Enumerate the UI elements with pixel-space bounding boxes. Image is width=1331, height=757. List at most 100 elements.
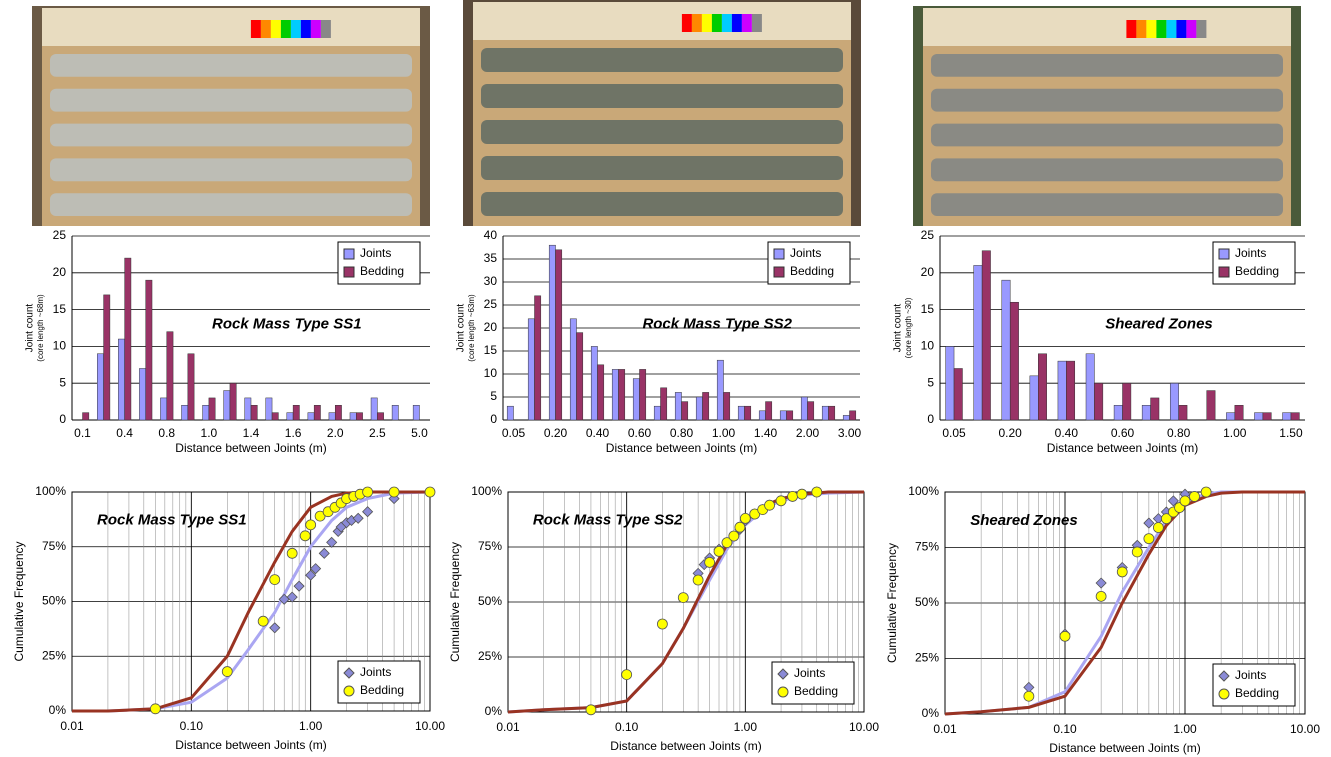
bar — [1254, 412, 1264, 421]
point — [621, 669, 633, 680]
legend-label: Bedding — [360, 264, 404, 278]
color-chart — [711, 14, 722, 32]
core — [50, 158, 412, 182]
y-axis-label: Cumulative Frequency — [885, 543, 899, 663]
bar — [1038, 353, 1047, 421]
point — [1179, 495, 1191, 507]
point — [734, 521, 746, 533]
bar — [1282, 412, 1292, 421]
plot-frame — [507, 491, 865, 713]
legend-swatch — [1218, 266, 1230, 278]
bar — [166, 331, 174, 421]
bar — [1094, 382, 1104, 421]
legend-label: Bedding — [360, 683, 404, 697]
color-chart — [280, 20, 291, 38]
bar — [124, 257, 132, 421]
bar — [1178, 405, 1188, 421]
point — [1200, 486, 1212, 498]
point — [1059, 630, 1071, 642]
x-tick-label: 1.00 — [1223, 426, 1247, 440]
bar — [1169, 382, 1179, 421]
core-photo — [913, 6, 1301, 226]
color-chart — [741, 14, 752, 32]
bar — [1066, 360, 1076, 421]
x-tick-label: 0.01 — [60, 719, 84, 733]
point — [388, 486, 400, 498]
bar — [548, 244, 556, 421]
bar — [555, 249, 563, 421]
x-tick-label: 0.10 — [615, 720, 639, 734]
chart-title: Rock Mass Type SS2 — [533, 512, 683, 529]
x-tick-label: 1.00 — [712, 426, 736, 440]
y-axis-sublabel: (core length ~63m) — [467, 294, 476, 362]
bar — [391, 405, 399, 421]
y-axis-label: Cumulative Frequency — [448, 542, 462, 662]
bar — [187, 353, 195, 421]
y-tick-label: 50% — [42, 594, 66, 608]
bar — [590, 346, 598, 421]
color-chart — [300, 20, 311, 38]
core — [481, 120, 843, 144]
point — [293, 580, 305, 592]
x-axis-label: Distance between Joints (m) — [606, 441, 757, 455]
y-axis-sublabel: (core length ~68m) — [36, 294, 45, 362]
legend-swatch — [777, 668, 789, 680]
point — [811, 486, 823, 498]
legend-label: Joints — [360, 246, 391, 260]
bar — [1234, 405, 1244, 421]
x-tick-label: 2.00 — [796, 426, 820, 440]
point — [352, 512, 364, 524]
color-chart — [731, 14, 742, 32]
color-chart — [310, 20, 321, 38]
x-tick-label: 0.60 — [628, 426, 652, 440]
y-tick-label: 10 — [921, 339, 935, 353]
legend-swatch — [1218, 670, 1230, 682]
color-chart — [260, 20, 271, 38]
legend-swatch — [1218, 248, 1230, 260]
bar — [576, 332, 584, 421]
core — [481, 84, 843, 108]
chart: 0 5 10 15 20 25 30 35 40 Distance between Joints … — [456, 228, 862, 455]
y-tick-label: 25 — [484, 297, 498, 311]
color-chart — [270, 20, 281, 38]
point — [1143, 517, 1155, 529]
y-tick-label: 0 — [59, 412, 66, 426]
bar — [702, 392, 710, 421]
bar — [412, 405, 420, 421]
legend-swatch — [343, 248, 355, 260]
y-tick-label: 10 — [53, 339, 67, 353]
legend-label: Joints — [794, 666, 825, 680]
bar — [674, 392, 682, 421]
y-tick-label: 15 — [53, 302, 67, 316]
y-tick-label: 5 — [490, 389, 497, 403]
core — [481, 192, 843, 216]
x-tick-label: 0.80 — [670, 426, 694, 440]
legend-swatch — [1218, 688, 1230, 700]
x-axis-label: Distance between Joints (m) — [175, 441, 326, 455]
legend-swatch — [343, 685, 355, 697]
bar — [160, 397, 168, 421]
color-chart — [751, 14, 762, 32]
bar — [223, 390, 231, 421]
chart: 0 5 10 15 20 25 Distance between Joints (m) Joi… — [893, 228, 1305, 455]
point — [1095, 590, 1107, 602]
bar — [800, 396, 808, 421]
point — [257, 615, 269, 627]
legend-label: Bedding — [794, 684, 838, 698]
bar — [653, 405, 661, 421]
x-tick-label: 1.0 — [201, 426, 218, 440]
core-photo — [32, 6, 430, 226]
y-tick-label: 15 — [484, 343, 498, 357]
x-tick-label: 1.4 — [243, 426, 260, 440]
box-lid — [923, 8, 1291, 46]
point — [721, 537, 733, 548]
bar — [821, 405, 829, 421]
y-tick-label: 100% — [35, 484, 66, 498]
y-tick-label: 0% — [922, 706, 940, 720]
core — [931, 193, 1283, 216]
bar — [1009, 301, 1019, 421]
bar — [82, 412, 90, 421]
point — [269, 622, 281, 634]
point — [1189, 491, 1200, 502]
